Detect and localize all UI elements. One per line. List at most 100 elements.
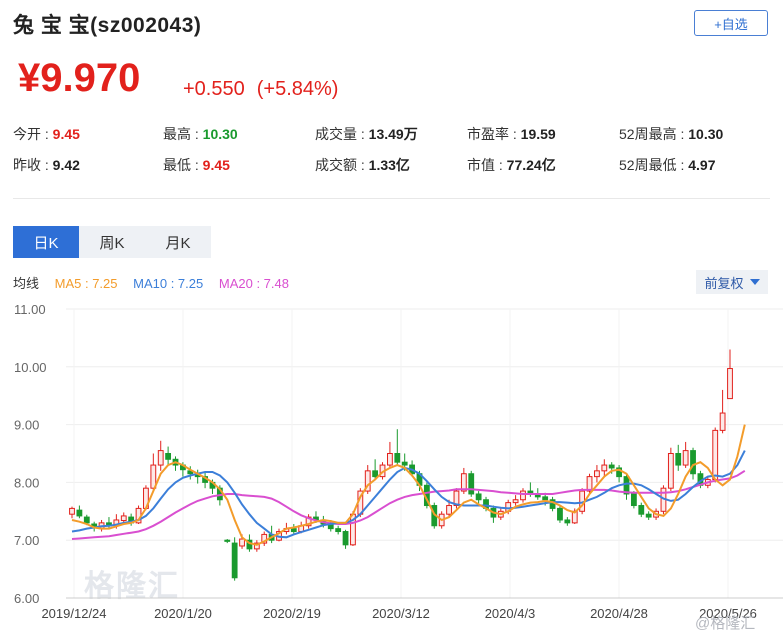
candle-body — [594, 470, 600, 478]
candle-body — [512, 499, 519, 504]
stat-mcap-label: 市值 : — [467, 157, 507, 173]
y-tick-label: 9.00 — [14, 418, 39, 433]
stat-pe-value: 19.59 — [520, 126, 556, 142]
candle-body — [719, 412, 726, 431]
candle-body — [394, 453, 401, 463]
candle-body — [372, 470, 379, 478]
candle-body — [83, 516, 90, 524]
candle-body — [231, 542, 238, 579]
candle-body — [727, 368, 733, 400]
candle-body — [690, 450, 696, 475]
candle-body — [675, 453, 682, 466]
x-tick-label: 2019/12/24 — [41, 606, 106, 621]
change-percent: (+5.84%) — [256, 78, 339, 100]
candle-body — [564, 519, 571, 524]
candle-body — [586, 476, 593, 492]
stat-pe-label: 市盈率 : — [467, 126, 521, 142]
candle-body — [157, 450, 164, 466]
candle-body — [608, 464, 615, 469]
stat-prev-label: 昨收 : — [13, 157, 53, 173]
x-tick-label: 2020/4/28 — [590, 606, 648, 621]
candle-body — [305, 516, 312, 527]
stat-low: 最低 : 9.45 — [163, 155, 230, 175]
adjust-label: 前复权 — [704, 275, 744, 291]
add-watchlist-button[interactable]: +自选 — [694, 10, 768, 36]
stat-high52-label: 52周最高 : — [619, 126, 689, 142]
stat-open-value: 9.45 — [52, 126, 80, 142]
candle-body — [120, 515, 127, 522]
stat-low52-value: 4.97 — [688, 157, 716, 173]
change-value: +0.550 — [183, 78, 245, 100]
stat-market-cap: 市值 : 77.24亿 — [467, 155, 556, 175]
tab-month-k[interactable]: 月K — [165, 234, 191, 252]
candle-body — [290, 528, 297, 533]
candle-body — [601, 464, 608, 472]
adjust-dropdown[interactable]: 前复权 — [696, 270, 768, 294]
y-tick-label: 11.00 — [14, 302, 46, 317]
y-tick-label: 7.00 — [14, 533, 39, 548]
stat-amount: 成交额 : 1.33亿 — [315, 155, 410, 175]
stat-high-value: 10.30 — [202, 126, 238, 142]
candle-body — [712, 429, 719, 481]
candle-body — [645, 513, 652, 518]
ma20-line — [71, 469, 746, 540]
stat-volume: 成交量 : 13.49万 — [315, 124, 418, 144]
candle-body — [342, 531, 349, 546]
stat-low52-label: 52周最低 : — [619, 157, 689, 173]
stat-52w-low: 52周最低 : 4.97 — [619, 155, 716, 175]
candle-body — [401, 461, 408, 466]
ma-legend: 均线 MA5 : 7.25 MA10 : 7.25 MA20 : 7.48 — [13, 273, 301, 292]
legend-ma5: MA5 : 7.25 — [54, 276, 118, 291]
stat-high-label: 最高 : — [163, 126, 203, 142]
chevron-down-icon — [749, 279, 760, 285]
y-tick-label: 6.00 — [14, 591, 39, 606]
candle-body — [150, 464, 157, 489]
candle-body — [187, 470, 194, 475]
x-tick-label: 2020/3/12 — [372, 606, 430, 621]
stat-open: 今开 : 9.45 — [13, 124, 80, 144]
legend-label: 均线 — [13, 276, 40, 291]
candle-body — [453, 490, 460, 507]
candle-body — [468, 473, 475, 495]
legend-ma20: MA20 : 7.48 — [218, 276, 289, 291]
stat-vol-value: 13.49万 — [368, 126, 418, 142]
legend-ma10: MA10 : 7.25 — [133, 276, 204, 291]
y-tick-label: 8.00 — [14, 475, 39, 490]
x-tick-label: 2020/2/19 — [263, 606, 321, 621]
candle-body — [261, 533, 268, 544]
candle-body — [76, 509, 83, 517]
candle-body — [667, 453, 674, 489]
section-divider — [13, 198, 770, 199]
stat-high: 最高 : 10.30 — [163, 124, 238, 144]
x-tick-label: 2020/1/20 — [154, 606, 212, 621]
stat-high52-value: 10.30 — [688, 126, 724, 142]
stat-vol-label: 成交量 : — [315, 126, 369, 142]
ma5-line — [71, 424, 746, 546]
candle-body — [165, 453, 172, 460]
candle-body — [557, 507, 563, 521]
stat-mcap-value: 77.24亿 — [506, 157, 556, 173]
candle-body — [69, 507, 75, 515]
candle-body — [623, 476, 630, 495]
candle-body — [542, 496, 549, 501]
stat-amt-value: 1.33亿 — [368, 157, 410, 173]
tab-day-k[interactable]: 日K — [13, 226, 79, 258]
stat-low-label: 最低 : — [163, 157, 203, 173]
candle-body — [239, 538, 245, 547]
candle-body — [335, 528, 342, 533]
candle-body — [475, 493, 482, 501]
stat-pe: 市盈率 : 19.59 — [467, 124, 556, 144]
candle-body — [520, 490, 526, 501]
stat-low-value: 9.45 — [202, 157, 230, 173]
candle-body — [616, 467, 623, 478]
stat-open-label: 今开 : — [13, 126, 53, 142]
candle-body — [224, 539, 231, 542]
y-tick-label: 10.00 — [14, 360, 47, 375]
candle-body — [638, 505, 645, 515]
tab-week-k[interactable]: 周K — [99, 234, 125, 252]
period-tabs: 日K 周K 月K — [13, 226, 211, 258]
stat-52w-high: 52周最高 : 10.30 — [619, 124, 723, 144]
candle-body — [460, 473, 467, 492]
current-price: ¥9.970 — [18, 56, 141, 100]
